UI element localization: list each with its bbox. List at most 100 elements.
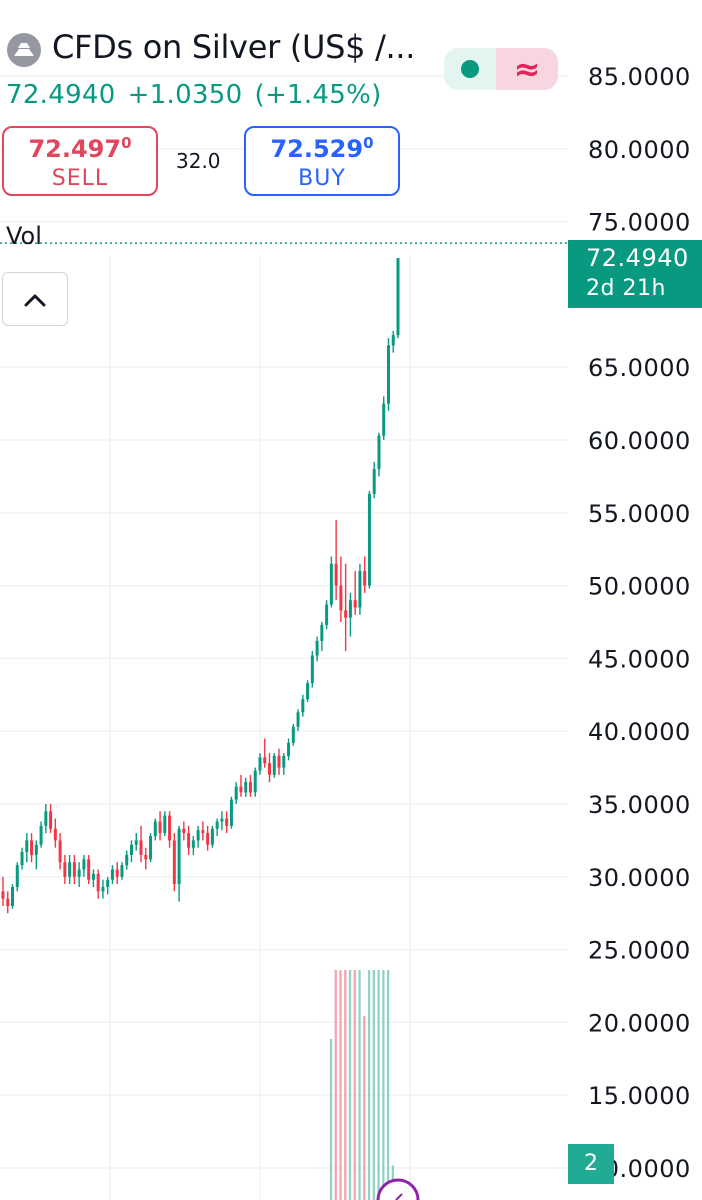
volume-bar (353, 970, 356, 1200)
candle (82, 854, 86, 877)
volume-bar (363, 1016, 366, 1200)
approx-wave-icon[interactable]: ≈ (496, 48, 558, 90)
candle (11, 884, 15, 909)
candle (210, 825, 214, 848)
y-tick-label: 75.0000 (588, 209, 691, 237)
candle (158, 811, 162, 841)
candle (248, 774, 252, 797)
candle (6, 891, 10, 914)
sell-label: SELL (51, 166, 109, 191)
candle (187, 825, 191, 855)
volume-bar (329, 1039, 333, 1200)
candle (348, 592, 352, 637)
candle (296, 709, 300, 732)
market-status-group[interactable]: ≈ (444, 48, 558, 90)
candle (258, 753, 262, 775)
candle (139, 825, 143, 863)
volume-bar (358, 970, 361, 1200)
candle (282, 753, 286, 775)
candle (153, 818, 157, 841)
candle (253, 767, 257, 797)
candle (391, 330, 395, 353)
candle (87, 854, 91, 885)
candle (58, 833, 62, 870)
candle (206, 825, 210, 851)
candle (191, 836, 195, 855)
volume-bar (372, 970, 375, 1200)
last-price-label-value: 72.4940 (586, 244, 689, 272)
y-tick-label: 50.0000 (588, 573, 691, 601)
candle (367, 490, 371, 589)
spread-value: 32.0 (176, 149, 221, 173)
candle (149, 833, 153, 863)
candle (363, 556, 367, 593)
candle (91, 869, 95, 887)
candle (182, 821, 186, 841)
candle (68, 854, 72, 885)
candle (129, 840, 133, 863)
last-price: 72.4940 (6, 80, 116, 110)
candle (382, 396, 386, 440)
candle (163, 811, 167, 837)
candle (172, 833, 176, 892)
candle (144, 847, 148, 870)
y-tick-label: 80.0000 (588, 136, 691, 164)
buy-button[interactable]: 72.5290 BUY (244, 126, 400, 196)
candle (20, 847, 24, 870)
candle (386, 338, 390, 411)
candle (134, 833, 138, 851)
sell-button[interactable]: 72.4970 SELL (2, 126, 158, 196)
candle (263, 738, 267, 768)
candle (106, 876, 110, 895)
candle (115, 862, 119, 885)
count-badge[interactable]: 2 (568, 1144, 614, 1184)
market-status[interactable] (444, 48, 496, 90)
candle (96, 869, 100, 899)
price-axis[interactable]: 85.0000 80.0000 75.0000 65.0000 60.0000 55.00… (588, 63, 691, 1183)
candle (201, 821, 205, 841)
bar-marker-icon[interactable] (376, 1178, 420, 1200)
candle (234, 782, 238, 804)
candlestick-series (1, 258, 400, 914)
symbol-header: CFDs on Silver (US$ /... ≈ (0, 22, 560, 90)
candle (339, 556, 343, 622)
candle (44, 804, 48, 834)
volume-bar (386, 970, 390, 1200)
candle (120, 862, 124, 880)
volume-bar (344, 970, 347, 1200)
candle (77, 862, 81, 887)
volume-bars (329, 970, 394, 1200)
candle (110, 865, 114, 885)
candle (1, 876, 5, 906)
candle (277, 748, 281, 775)
candle (358, 563, 362, 615)
symbol-title[interactable]: CFDs on Silver (US$ /... (52, 28, 416, 66)
silver-metal-icon[interactable] (6, 32, 42, 68)
y-tick-label: 35.0000 (588, 791, 691, 819)
volume-bar (348, 970, 352, 1200)
candle (196, 825, 200, 848)
candle (268, 753, 272, 783)
candle (291, 723, 295, 746)
collapse-button[interactable] (2, 272, 68, 326)
y-tick-label: 45.0000 (588, 645, 691, 673)
candle (215, 818, 219, 837)
candle (72, 854, 76, 885)
volume-bar (377, 970, 380, 1200)
candle (325, 600, 329, 630)
price-change-percent: (+1.45%) (254, 80, 382, 110)
buy-label: BUY (298, 166, 346, 191)
volume-bar (382, 970, 385, 1200)
price-change: +1.0350 (127, 80, 243, 110)
y-tick-label: 60.0000 (588, 427, 691, 455)
chevron-up-icon (24, 294, 46, 307)
candle (272, 753, 276, 778)
candle (125, 850, 129, 870)
y-tick-label: 15.0000 (588, 1082, 691, 1110)
last-price-label: 72.4940 2d 21h (568, 240, 702, 308)
candle (372, 461, 376, 499)
candle (287, 738, 291, 761)
candle (377, 432, 381, 477)
volume-indicator-label[interactable]: Vol (6, 222, 42, 250)
candle (225, 811, 229, 834)
